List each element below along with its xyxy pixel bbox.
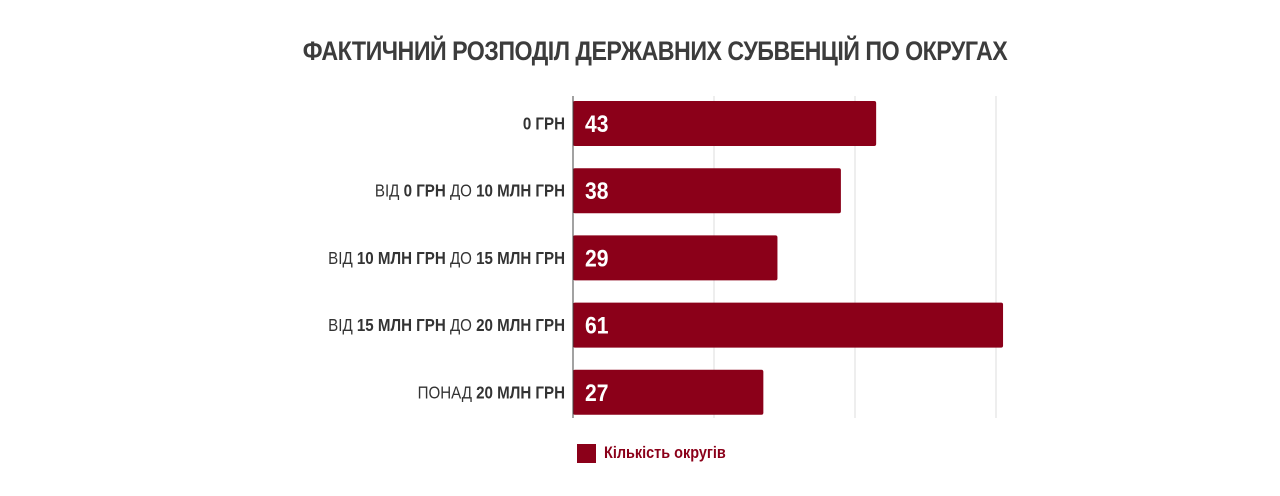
bar-3 [573, 302, 1004, 348]
value-label-1: 38 [585, 178, 608, 205]
value-label-3: 61 [585, 312, 608, 339]
bar-1 [573, 168, 841, 214]
category-label-4: ПОНАД 20 МЛН ГРН [418, 382, 565, 403]
category-label-2: ВІД 10 МЛН ГРН ДО 15 МЛН ГРН [328, 248, 565, 269]
bars: 43 38 29 61 27 [573, 101, 1004, 415]
bar-4 [573, 369, 764, 415]
category-label-0: 0 ГРН [523, 113, 565, 134]
bar-0 [573, 101, 877, 146]
legend-swatch [577, 443, 596, 463]
value-label-4: 27 [585, 380, 608, 407]
value-label-2: 29 [585, 245, 608, 272]
legend-label: Кількість округів [604, 443, 726, 462]
category-labels: 0 ГРН ВІД 0 ГРН ДО 10 МЛН ГРН ВІД 10 МЛН Г… [328, 113, 565, 402]
legend: Кількість округів [577, 443, 747, 463]
category-label-1: ВІД 0 ГРН ДО 10 МЛН ГРН [375, 180, 565, 201]
chart-title: ФАКТИЧНИЙ РОЗПОДІЛ ДЕРЖАВНИХ СУБВЕНЦІЙ П… [302, 36, 1008, 66]
category-label-3: ВІД 15 МЛН ГРН ДО 20 МЛН ГРН [328, 315, 565, 336]
value-label-0: 43 [585, 111, 608, 138]
bar-2 [573, 235, 778, 281]
